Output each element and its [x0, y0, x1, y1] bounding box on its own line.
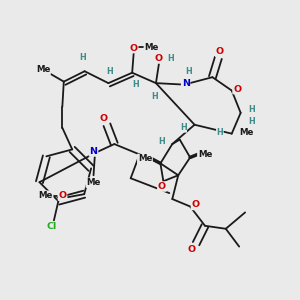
Text: H: H: [185, 67, 192, 76]
Text: H: H: [80, 53, 86, 62]
Text: H: H: [249, 105, 255, 114]
Text: Me: Me: [138, 154, 152, 164]
Text: Me: Me: [198, 150, 212, 159]
Text: H: H: [158, 136, 165, 146]
Text: O: O: [216, 47, 224, 56]
Text: Cl: Cl: [46, 223, 57, 232]
Text: O: O: [191, 200, 200, 209]
Text: H: H: [167, 54, 174, 63]
Text: O: O: [130, 44, 138, 52]
Text: H: H: [180, 123, 187, 132]
Text: O: O: [100, 114, 108, 123]
Text: H: H: [249, 117, 255, 126]
Text: Me: Me: [38, 191, 53, 200]
Text: H: H: [106, 67, 113, 76]
Text: H: H: [217, 128, 223, 137]
Text: O: O: [188, 245, 196, 254]
Text: Me: Me: [86, 178, 101, 187]
Text: H: H: [151, 92, 158, 101]
Text: H: H: [132, 80, 139, 89]
Text: O: O: [155, 54, 163, 63]
Text: N: N: [182, 79, 190, 88]
Text: Me: Me: [144, 43, 159, 52]
Text: Me: Me: [239, 128, 253, 137]
Text: O: O: [158, 182, 166, 191]
Text: O: O: [58, 191, 67, 200]
Text: O: O: [233, 85, 241, 94]
Text: Me: Me: [36, 65, 50, 74]
Text: N: N: [89, 147, 98, 156]
